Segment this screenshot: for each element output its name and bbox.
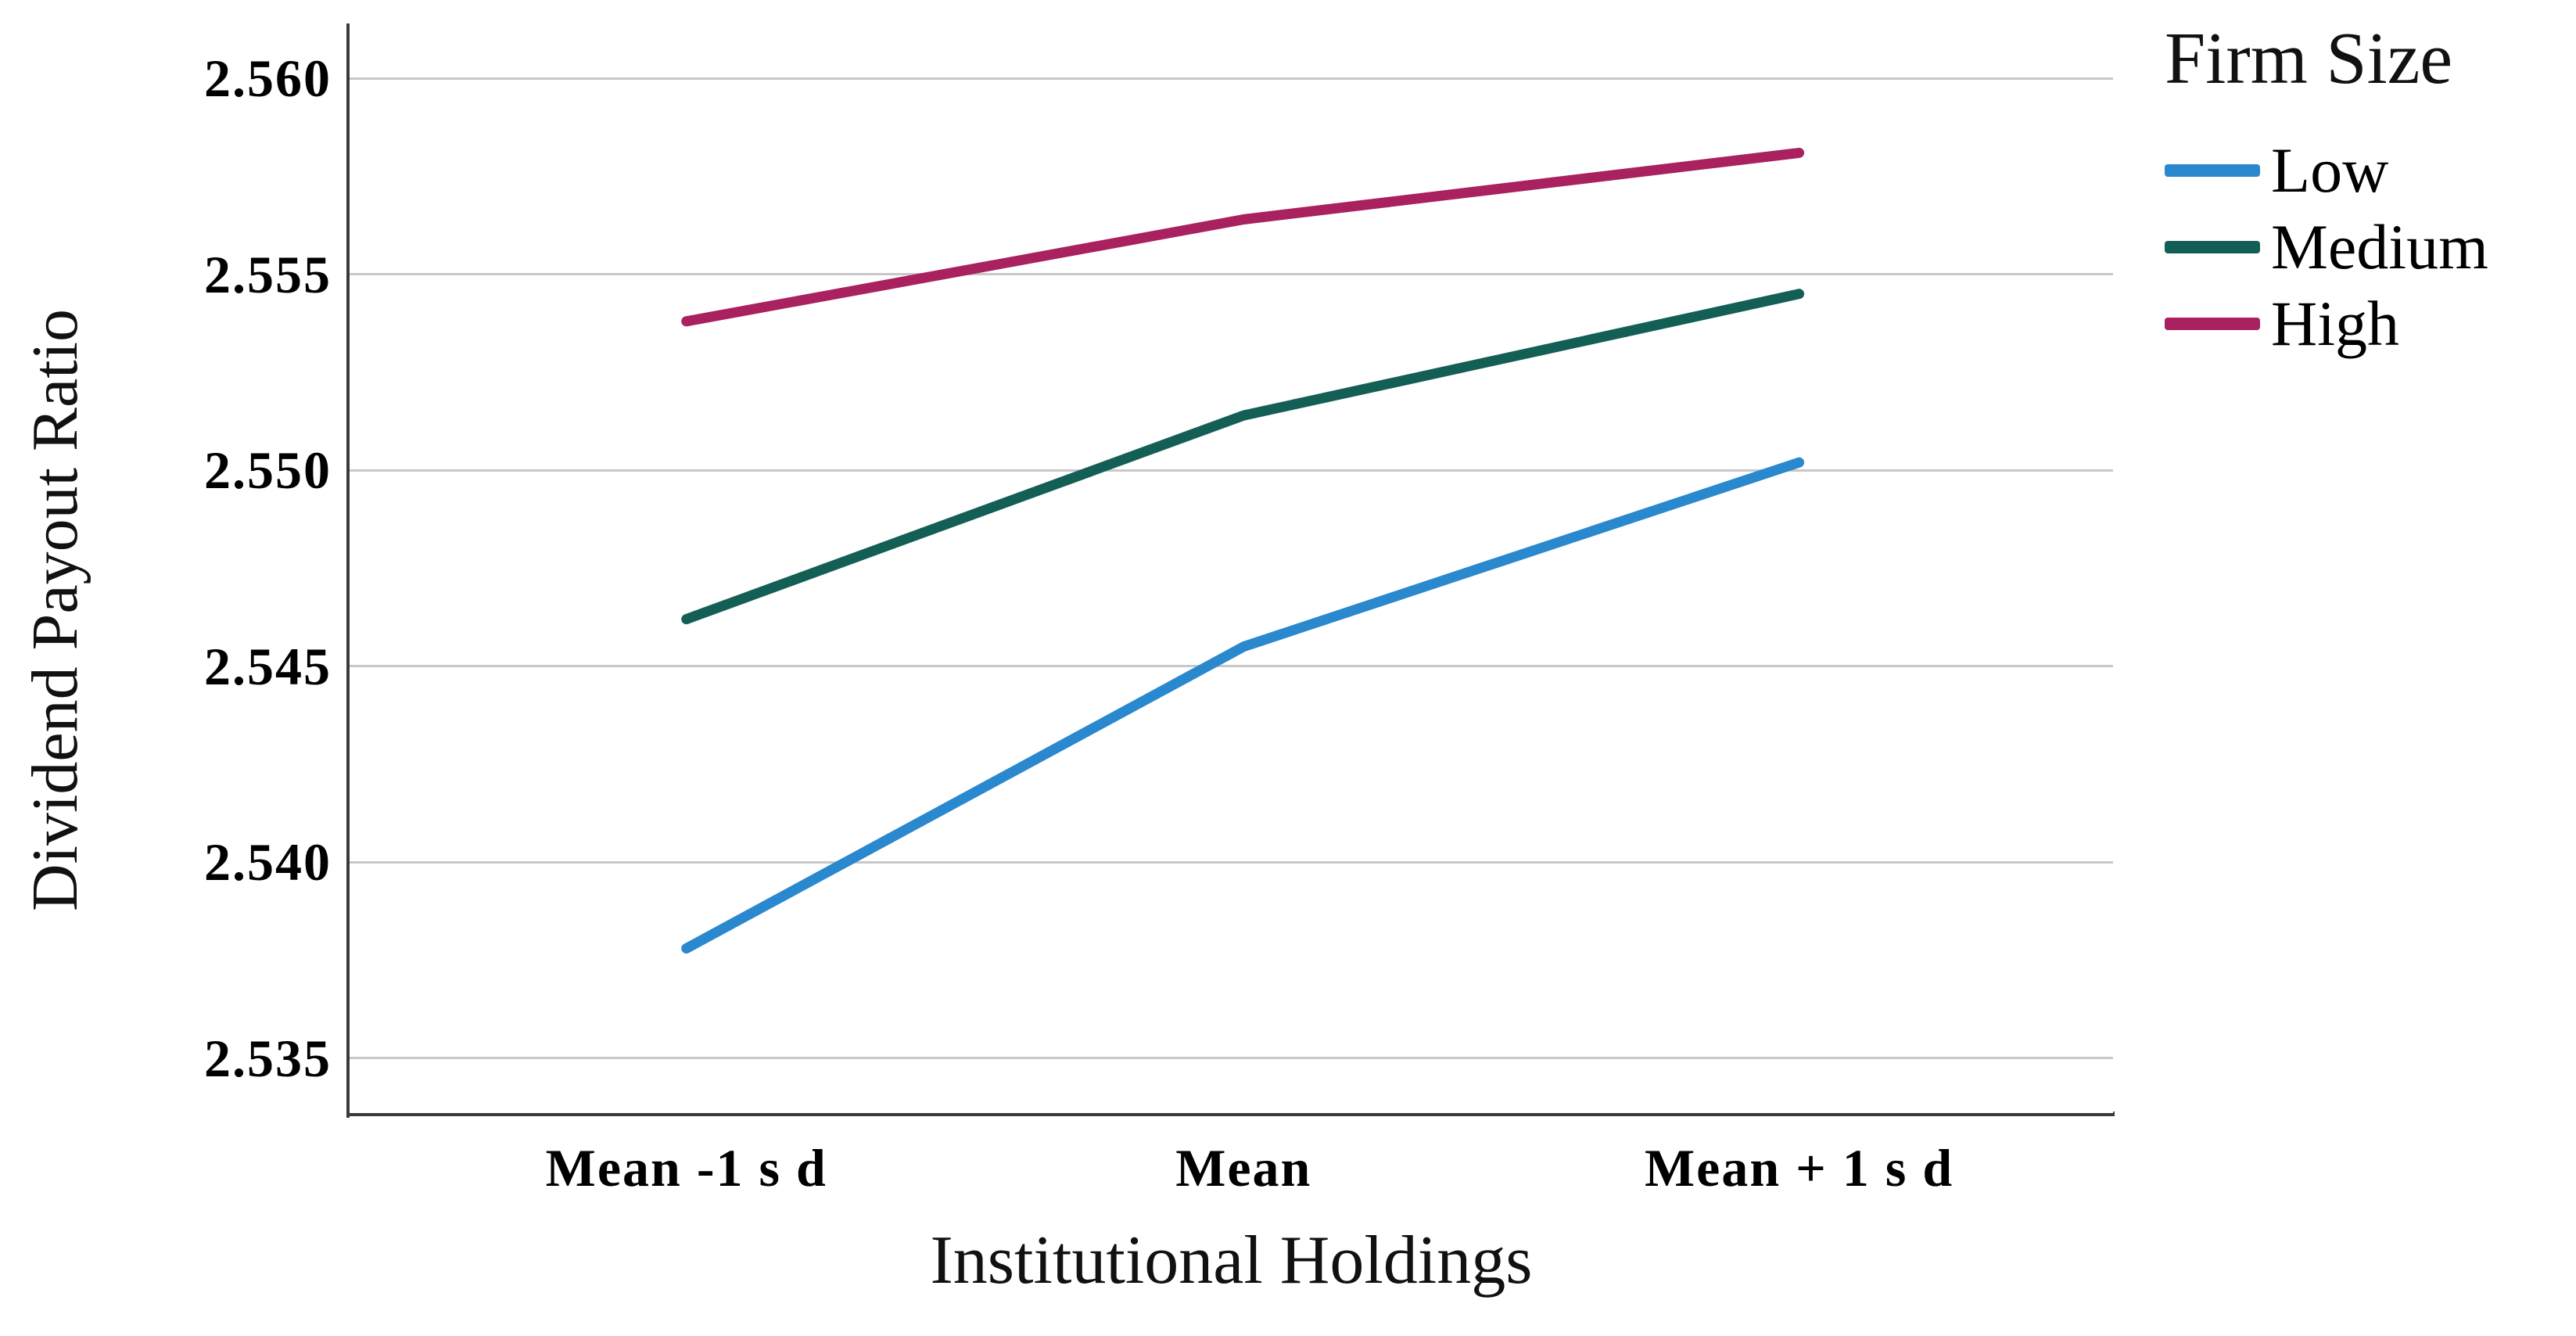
y-axis-title: Dividend Payout Ratio [19,309,91,911]
gridline [350,860,2113,864]
y-tick-label: 2.535 [204,1028,332,1088]
series-line-medium [681,289,1805,625]
x-axis-title: Institutional Holdings [930,1223,1533,1298]
y-tick-label: 2.540 [204,832,332,892]
x-tick-label: Mean -1 s d [545,1138,827,1198]
legend-label-low: Low [2271,134,2389,206]
gridline [350,469,2113,472]
legend-line-swatch-high [2165,317,2260,330]
x-axis-line [346,1112,2115,1116]
y-tick-label: 2.545 [204,636,332,696]
legend-item-high: High [2165,287,2576,359]
legend-line-swatch-medium [2165,240,2260,253]
legend-label-high: High [2271,287,2399,359]
gridline [350,665,2113,668]
y-axis-line [346,23,350,1118]
gridline [350,1057,2113,1060]
gridline [350,77,2113,80]
plot-area [350,23,2113,1113]
gridline [350,273,2113,276]
x-tick-label: Mean [1175,1138,1312,1198]
series-line-low [681,457,1805,954]
legend: Firm Size Low Medium High [2165,20,2576,356]
y-tick-label: 2.560 [204,48,332,109]
series-plot [681,147,1805,954]
legend-label-medium: Medium [2271,210,2488,282]
legend-item-medium: Medium [2165,210,2576,282]
legend-items: Low Medium High [2165,138,2576,356]
series-line-high [681,147,1805,327]
y-tick-label: 2.555 [204,244,332,304]
legend-line-swatch-low [2165,163,2260,177]
y-tick-label: 2.550 [204,440,332,501]
legend-title: Firm Size [2165,18,2453,99]
legend-item-low: Low [2165,138,2576,203]
x-tick-label: Mean + 1 s d [1645,1138,1954,1198]
